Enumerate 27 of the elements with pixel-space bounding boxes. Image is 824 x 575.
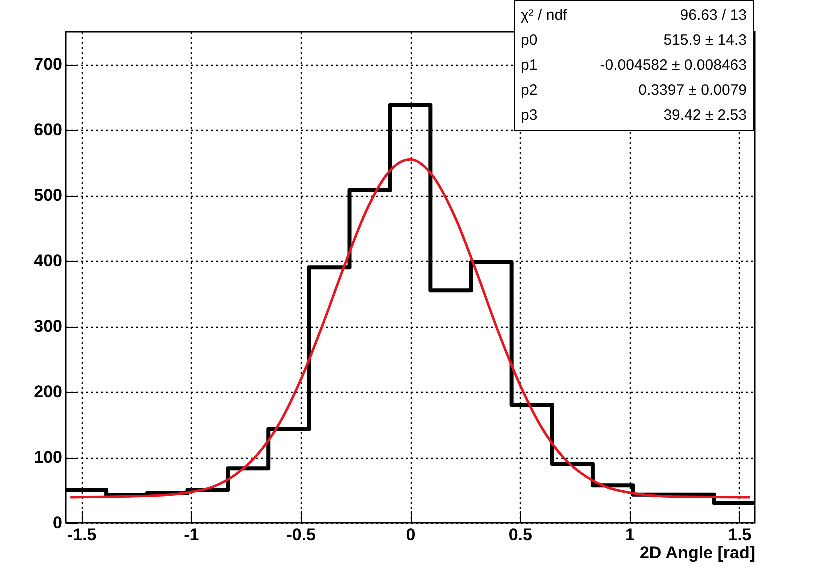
- line-series: [69, 158, 752, 499]
- text: χ² / ndf: [521, 6, 568, 26]
- text: 96.63 / 13: [680, 6, 747, 26]
- y-tick-label: 0: [53, 514, 62, 532]
- x-tick-label: 1: [626, 526, 636, 544]
- annotation: p0: [521, 31, 538, 51]
- annotation: p2: [521, 81, 538, 101]
- y-tick-label: 400: [34, 252, 62, 271]
- annotation: 0.3397 ± 0.0079: [638, 81, 747, 101]
- annotation: p1: [521, 56, 538, 76]
- y-tick-label: 600: [34, 120, 62, 140]
- x-tick-label: 0.5: [508, 526, 532, 544]
- y-tick-label: 700: [34, 55, 62, 74]
- x-tick-label: -1: [184, 526, 200, 544]
- x-tick-label: -1.5: [67, 526, 97, 544]
- annotation: p3: [521, 106, 538, 126]
- x-tick-label: 0: [406, 526, 416, 544]
- y-tick-label: 300: [34, 317, 62, 336]
- y-tick-label: 100: [34, 448, 62, 468]
- y-tick-label: 500: [34, 186, 62, 206]
- y-tick-label: 200: [34, 382, 62, 402]
- x-tick-label: 1.5: [728, 526, 752, 544]
- annotation: 515.9 ± 14.3: [664, 31, 747, 51]
- x-axis-title: 2D Angle [rad]: [640, 544, 756, 562]
- annotation: -0.004582 ± 0.008463: [600, 56, 747, 76]
- x-tick-label: -0.5: [286, 526, 316, 544]
- annotation: 39.42 ± 2.53: [664, 106, 747, 126]
